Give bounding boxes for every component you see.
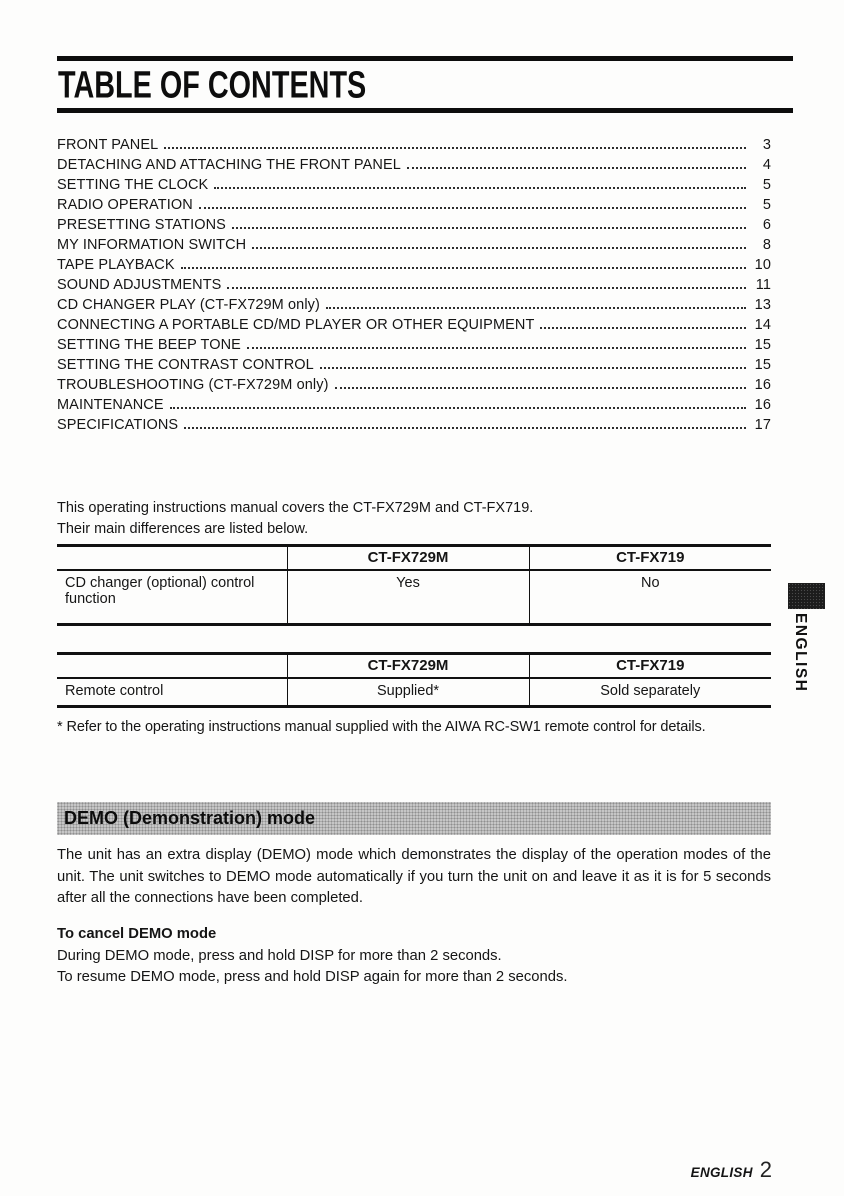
english-side-label: ENGLISH	[792, 613, 809, 693]
toc-entry: SETTING THE CONTRAST CONTROL 15	[57, 357, 771, 377]
title-rule-top	[57, 56, 793, 61]
table-of-contents: FRONT PANEL 3 DETACHING AND ATTACHING TH…	[57, 137, 771, 437]
toc-dot-leader	[325, 307, 746, 309]
toc-dot-leader	[246, 347, 746, 349]
toc-entry-label: MY INFORMATION SWITCH	[57, 237, 247, 253]
footer-page-number: 2	[759, 1157, 772, 1182]
table-header-ct-fx729m: CT-FX729M	[286, 653, 529, 679]
toc-dot-leader	[169, 407, 746, 409]
toc-dot-leader	[227, 287, 746, 289]
toc-entry-label: CD CHANGER PLAY (CT-FX729M only)	[57, 297, 320, 313]
toc-page-number: 16	[754, 377, 771, 393]
comparison-table-cd-changer: CT-FX729M CT-FX719 CD changer (optional)…	[57, 544, 771, 626]
toc-entry-label: TROUBLESHOOTING (CT-FX729M only)	[57, 377, 329, 393]
table-row: CD changer (optional) control function Y…	[57, 570, 771, 625]
toc-page-number: 16	[754, 397, 771, 413]
table-header-row: CT-FX729M CT-FX719	[57, 653, 771, 679]
demo-cancel-line-2: To resume DEMO mode, press and hold DISP…	[57, 969, 568, 985]
toc-page-number: 6	[762, 217, 771, 233]
english-tab-marker	[788, 583, 825, 609]
toc-entry: TAPE PLAYBACK 10	[57, 257, 771, 277]
toc-entry-label: FRONT PANEL	[57, 137, 159, 153]
toc-page-number: 14	[754, 317, 771, 333]
toc-dot-leader	[540, 327, 746, 329]
toc-dot-leader	[406, 167, 746, 169]
toc-entry: SPECIFICATIONS 17	[57, 417, 771, 437]
toc-entry-label: PRESETTING STATIONS	[57, 217, 226, 233]
toc-entry-label: SETTING THE BEEP TONE	[57, 337, 241, 353]
toc-dot-leader	[214, 187, 746, 189]
toc-entry: PRESETTING STATIONS 6	[57, 217, 771, 237]
toc-entry-label: RADIO OPERATION	[57, 197, 193, 213]
toc-entry-label: SPECIFICATIONS	[57, 417, 179, 433]
table-header-ct-fx719: CT-FX719	[528, 545, 771, 571]
table-cell-fx729m-value: Supplied*	[286, 678, 529, 707]
remote-control-footnote: * Refer to the operating instructions ma…	[57, 719, 706, 735]
comparison-table-remote-control: CT-FX729M CT-FX719 Remote control Suppli…	[57, 652, 771, 708]
toc-dot-leader	[319, 367, 746, 369]
demo-paragraph: The unit has an extra display (DEMO) mod…	[57, 847, 771, 906]
toc-page-number: 10	[754, 257, 771, 273]
table-cell-fx719-value: No	[528, 570, 771, 625]
table-header-blank	[57, 653, 287, 679]
toc-page-number: 8	[762, 237, 771, 253]
toc-entry-label: SETTING THE CLOCK	[57, 177, 209, 193]
toc-entry: MY INFORMATION SWITCH 8	[57, 237, 771, 257]
toc-page-number: 5	[762, 177, 771, 193]
toc-dot-leader	[184, 427, 746, 429]
toc-entry: DETACHING AND ATTACHING THE FRONT PANEL …	[57, 157, 771, 177]
page-title: TABLE OF CONTENTS	[58, 62, 367, 106]
toc-entry-label: MAINTENANCE	[57, 397, 164, 413]
table-header-ct-fx719: CT-FX719	[528, 653, 771, 679]
toc-page-number: 15	[754, 337, 771, 353]
toc-entry: FRONT PANEL 3	[57, 137, 771, 157]
toc-dot-leader	[231, 227, 746, 229]
page-footer: ENGLISH 2	[691, 1157, 772, 1183]
table-cell-feature: CD changer (optional) control function	[65, 575, 255, 607]
toc-entry: CD CHANGER PLAY (CT-FX729M only) 13	[57, 297, 771, 317]
title-rule-bottom	[57, 108, 793, 113]
toc-dot-leader	[334, 387, 746, 389]
toc-page-number: 17	[754, 417, 771, 433]
toc-dot-leader	[180, 267, 746, 269]
toc-dot-leader	[198, 207, 746, 209]
toc-entry-label: CONNECTING A PORTABLE CD/MD PLAYER OR OT…	[57, 317, 535, 333]
toc-entry: SETTING THE BEEP TONE 15	[57, 337, 771, 357]
toc-entry: TROUBLESHOOTING (CT-FX729M only) 16	[57, 377, 771, 397]
page-content: TABLE OF CONTENTS FRONT PANEL 3 DETACHIN…	[57, 0, 793, 989]
toc-dot-leader	[252, 247, 746, 249]
table-header-blank	[57, 545, 287, 571]
toc-entry-label: DETACHING AND ATTACHING THE FRONT PANEL	[57, 157, 401, 173]
table-row: Remote control Supplied* Sold separately	[57, 678, 771, 707]
toc-entry-label: SETTING THE CONTRAST CONTROL	[57, 357, 314, 373]
table-cell-fx729m-value: Yes	[286, 570, 529, 625]
table-cell-feature: Remote control	[65, 683, 164, 699]
toc-page-number: 11	[755, 277, 771, 293]
demo-section-header: DEMO (Demonstration) mode	[57, 802, 771, 835]
toc-page-number: 3	[762, 137, 771, 153]
toc-entry: MAINTENANCE 16	[57, 397, 771, 417]
demo-cancel-line-1: During DEMO mode, press and hold DISP fo…	[57, 947, 502, 964]
toc-entry-label: SOUND ADJUSTMENTS	[57, 277, 222, 293]
toc-page-number: 15	[754, 357, 771, 373]
table-header-ct-fx729m: CT-FX729M	[286, 545, 529, 571]
toc-entry-label: TAPE PLAYBACK	[57, 257, 175, 273]
toc-entry: CONNECTING A PORTABLE CD/MD PLAYER OR OT…	[57, 317, 771, 337]
toc-dot-leader	[164, 147, 746, 149]
table-header-row: CT-FX729M CT-FX719	[57, 545, 771, 571]
toc-entry: SOUND ADJUSTMENTS 11	[57, 277, 771, 297]
toc-page-number: 5	[762, 197, 771, 213]
toc-entry: RADIO OPERATION 5	[57, 197, 771, 217]
footer-language-label: ENGLISH	[690, 1165, 753, 1180]
intro-paragraph: This operating instructions manual cover…	[57, 500, 534, 537]
toc-page-number: 4	[762, 157, 771, 173]
table-cell-fx719-value: Sold separately	[528, 678, 771, 707]
toc-page-number: 13	[754, 297, 771, 313]
toc-entry: SETTING THE CLOCK 5	[57, 177, 771, 197]
demo-cancel-heading: To cancel DEMO mode	[57, 925, 217, 942]
